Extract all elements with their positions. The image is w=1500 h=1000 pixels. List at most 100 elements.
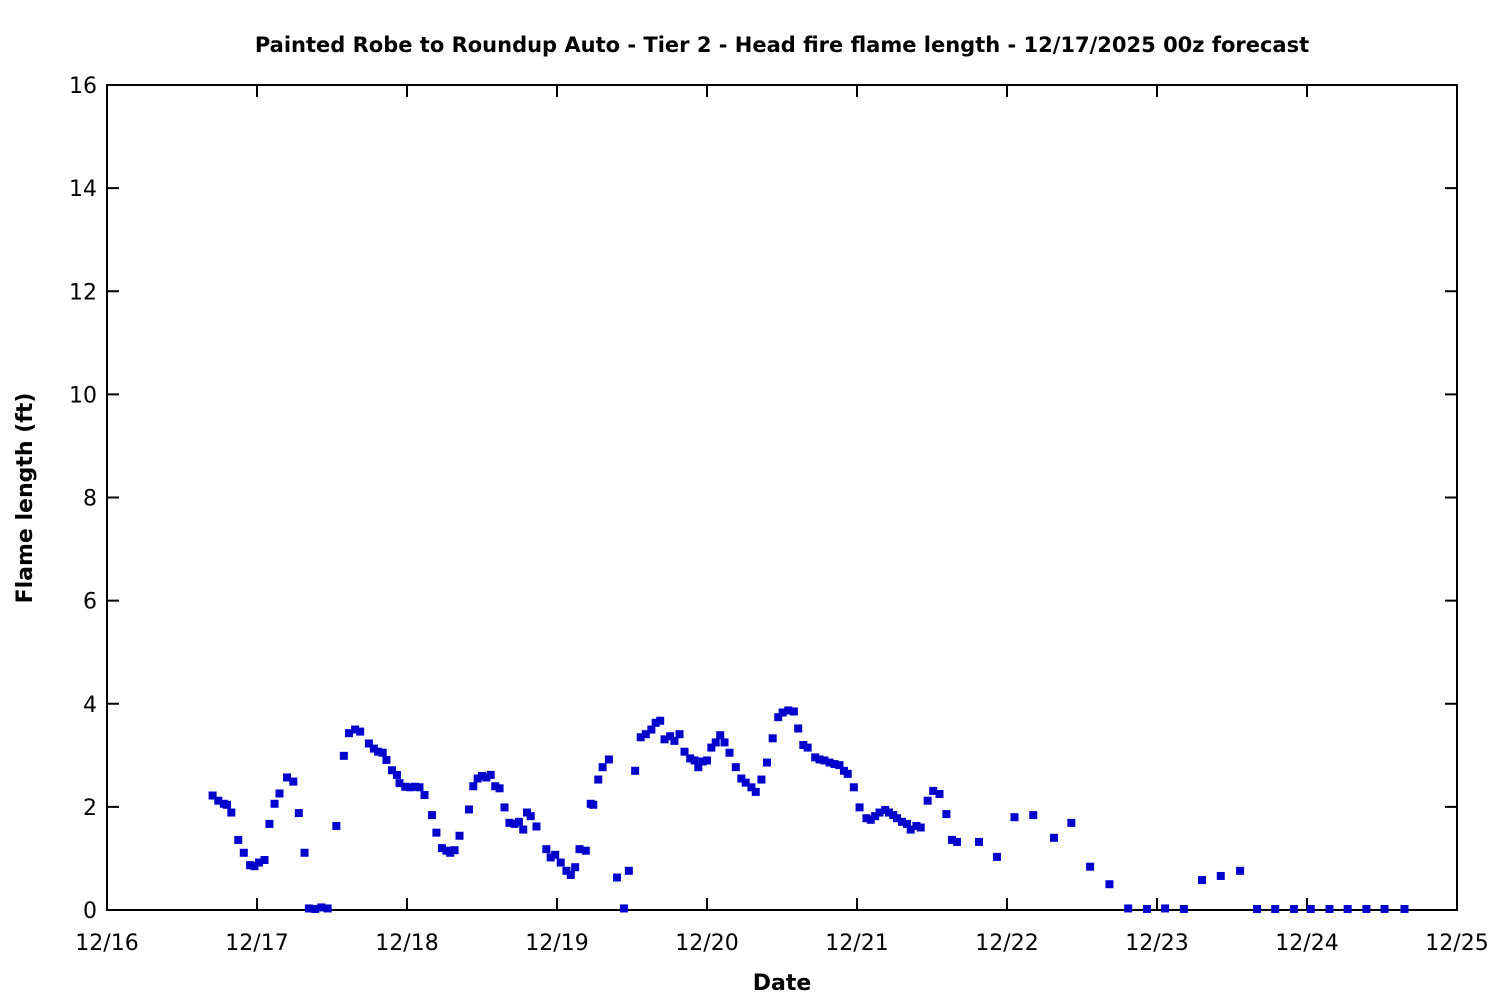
x-axis-ticks — [106, 85, 1458, 910]
data-point — [1362, 904, 1371, 913]
data-point — [1400, 904, 1409, 913]
data-point — [589, 800, 598, 809]
data-point — [613, 873, 621, 882]
data-point — [906, 825, 915, 834]
data-points — [208, 706, 1409, 913]
data-point — [304, 904, 313, 913]
data-point — [428, 811, 437, 820]
y-tick-label: 4 — [83, 693, 97, 718]
x-tick-label: 12/23 — [1125, 931, 1188, 956]
y-tick-label: 2 — [83, 796, 97, 821]
data-point — [651, 718, 660, 727]
data-point — [825, 758, 834, 767]
data-point — [935, 789, 944, 798]
y-axis-ticks — [107, 84, 1457, 911]
data-point — [332, 821, 341, 830]
data-point — [364, 739, 373, 748]
data-point — [395, 779, 404, 788]
data-point — [265, 819, 274, 828]
data-point — [223, 800, 231, 809]
data-point — [875, 808, 884, 817]
data-point — [789, 707, 798, 716]
data-point — [747, 783, 756, 792]
x-tick-label: 12/25 — [1425, 931, 1488, 956]
data-point — [1124, 904, 1133, 913]
data-point — [270, 799, 279, 808]
data-point — [820, 756, 829, 765]
x-tick-label: 12/16 — [75, 931, 138, 956]
data-point — [500, 803, 509, 812]
data-point — [1289, 904, 1298, 913]
data-point — [855, 803, 864, 812]
data-point — [1161, 904, 1170, 913]
data-point — [893, 814, 902, 823]
x-tick-label: 12/24 — [1275, 931, 1338, 956]
data-point — [556, 858, 565, 867]
data-point — [406, 783, 415, 792]
data-point — [469, 782, 478, 791]
data-point — [374, 747, 383, 756]
data-point — [902, 819, 911, 828]
y-tick-label: 6 — [83, 590, 97, 615]
data-point — [532, 822, 541, 831]
y-tick-label: 0 — [83, 899, 97, 924]
data-point — [551, 850, 560, 859]
data-point — [491, 782, 500, 791]
data-point — [415, 783, 424, 792]
data-point — [378, 748, 387, 757]
data-point — [768, 734, 777, 743]
data-point — [250, 862, 259, 871]
data-point — [884, 808, 893, 817]
data-point — [344, 729, 353, 738]
data-point — [666, 732, 675, 741]
data-point — [731, 763, 740, 772]
data-point — [455, 831, 464, 840]
data-point — [1142, 904, 1151, 913]
data-point — [815, 755, 824, 764]
data-point — [356, 727, 365, 736]
data-point — [1067, 818, 1076, 827]
data-point — [382, 755, 391, 764]
data-point — [323, 904, 332, 913]
y-tick-label: 14 — [69, 177, 97, 202]
data-point — [1105, 880, 1114, 889]
data-point — [546, 853, 555, 862]
data-point — [923, 796, 932, 805]
data-point — [227, 808, 236, 817]
data-point — [1010, 813, 1019, 822]
data-point — [571, 863, 580, 872]
data-point — [716, 731, 725, 740]
data-point — [260, 855, 269, 864]
data-point — [311, 904, 320, 913]
data-point — [774, 713, 783, 722]
data-point — [495, 784, 504, 793]
data-point — [803, 743, 812, 752]
data-point — [401, 782, 410, 791]
data-point — [420, 791, 429, 800]
data-point — [1343, 904, 1352, 913]
data-point — [234, 835, 243, 844]
data-point — [711, 738, 720, 747]
data-point — [283, 773, 291, 782]
data-point — [916, 823, 925, 832]
data-point — [604, 755, 613, 764]
data-point — [478, 771, 486, 780]
y-axis-label: Flame length (ft) — [13, 393, 38, 604]
data-point — [482, 773, 491, 782]
data-point — [631, 766, 640, 775]
data-point — [866, 815, 875, 824]
data-point — [725, 748, 734, 757]
data-point — [843, 769, 852, 778]
data-point — [594, 775, 603, 784]
y-tick-label: 8 — [83, 487, 97, 512]
data-point — [339, 751, 348, 760]
data-point — [636, 733, 645, 742]
data-point — [388, 766, 396, 775]
data-point — [660, 735, 669, 744]
data-point — [619, 904, 628, 913]
data-point — [289, 777, 298, 786]
data-point — [703, 756, 711, 765]
x-tick-label: 12/21 — [825, 931, 888, 956]
